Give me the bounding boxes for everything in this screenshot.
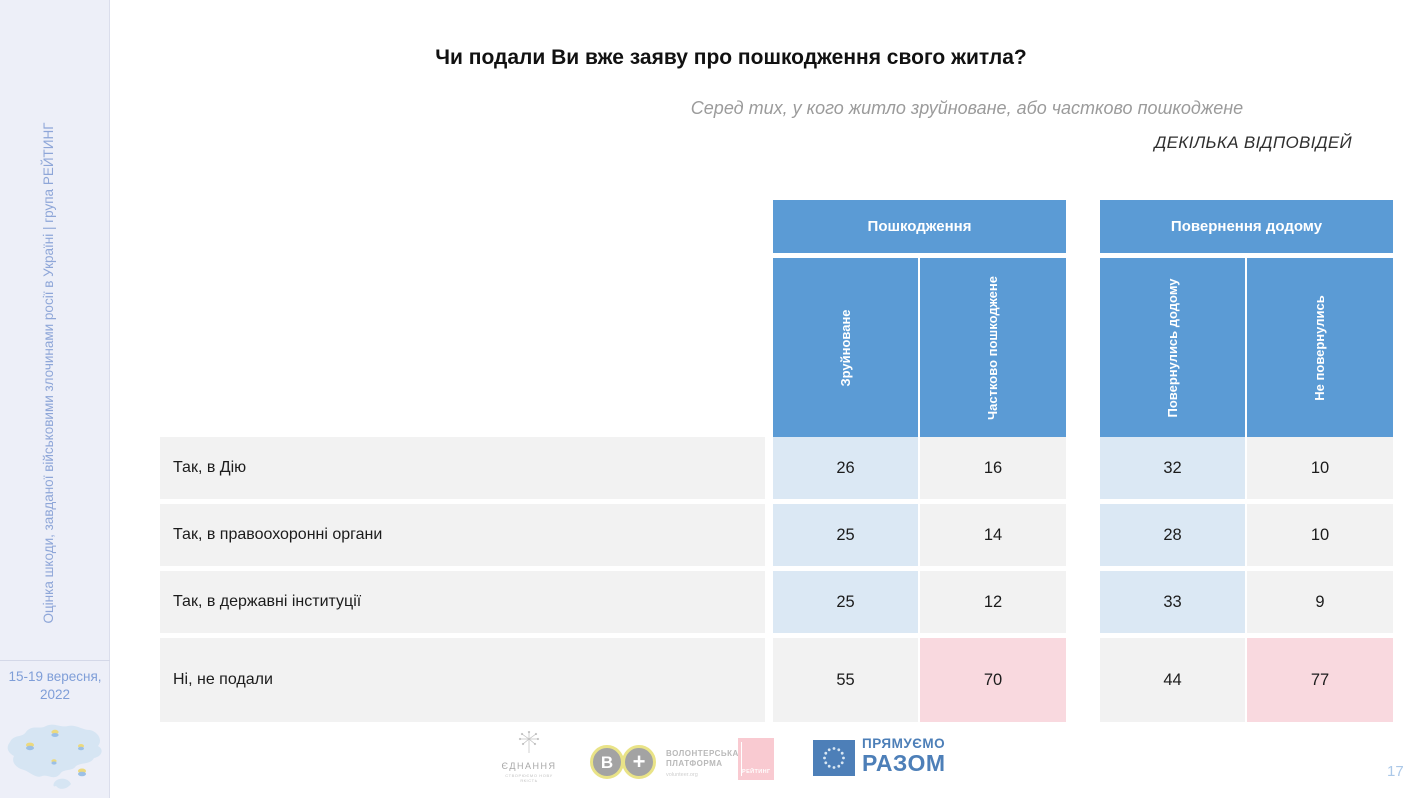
group-header-return-home: Повернення додому xyxy=(1100,200,1393,253)
table-cell: 26 xyxy=(773,437,918,499)
left-sidebar: Оцінка шкоди, завданої військовими злочи… xyxy=(0,0,110,798)
page-subtitle: Серед тих, у кого житло зруйноване, або … xyxy=(690,98,1244,118)
page-title: Чи подали Ви вже заяву про пошкодження с… xyxy=(435,46,1027,69)
sidebar-vertical-caption: Оцінка шкоди, завданої військовими злочи… xyxy=(41,122,56,624)
row-label-diia: Так, в Дію xyxy=(160,437,765,499)
survey-date-line2: 2022 xyxy=(39,687,71,703)
table-cell: 77 xyxy=(1247,638,1393,722)
ednannia-tagline: СТВОРЮЄМО НОВУ ЯКІСТЬ xyxy=(505,773,553,783)
table-cell: 32 xyxy=(1100,437,1245,499)
table-cell: 9 xyxy=(1247,571,1393,633)
ednannia-logo: ЄДНАННЯ СТВОРЮЄМО НОВУ ЯКІСТЬ xyxy=(496,730,562,783)
multiple-answers-note: ДЕКІЛЬКА ВІДПОВІДЕЙ xyxy=(1154,133,1352,152)
table-cell: 25 xyxy=(773,504,918,566)
table-cell: 12 xyxy=(920,571,1066,633)
table-cell: 70 xyxy=(920,638,1066,722)
row-label-not-submitted: Ні, не подали xyxy=(160,638,765,722)
column-header-not-returned: Не повернулись xyxy=(1247,258,1393,437)
bplus-icon: В + xyxy=(590,745,656,779)
table-cell: 44 xyxy=(1100,638,1245,722)
svg-text:В: В xyxy=(601,753,613,772)
volunteer-line1: ВОЛОНТЕРСЬКА xyxy=(666,749,739,758)
table-cell: 10 xyxy=(1247,437,1393,499)
table-cell: 16 xyxy=(920,437,1066,499)
dandelion-icon xyxy=(518,730,540,753)
column-header-partially-damaged: Частково пошкоджене xyxy=(920,258,1066,437)
survey-date-line1: 15-19 вересня, xyxy=(8,669,102,684)
pryamuemo-line: ПРЯМУЄМО xyxy=(862,736,946,751)
column-header-destroyed: Зруйноване xyxy=(773,258,918,437)
rating-logo-bar xyxy=(741,742,742,776)
group-header-damage: Пошкодження xyxy=(773,200,1066,253)
ukraine-map-icon xyxy=(7,724,102,789)
table-cell: 28 xyxy=(1100,504,1245,566)
table-cell: 25 xyxy=(773,571,918,633)
pryamuemo-razom-label: ПРЯМУЄМО РАЗОМ xyxy=(862,737,946,775)
page-number: 17 xyxy=(1387,763,1404,780)
row-label-law-enforcement: Так, в правоохоронні органи xyxy=(160,504,765,566)
table-cell: 14 xyxy=(920,504,1066,566)
svg-text:+: + xyxy=(633,749,646,774)
table-cell: 55 xyxy=(773,638,918,722)
table-cell: 10 xyxy=(1247,504,1393,566)
table-cell: 33 xyxy=(1100,571,1245,633)
survey-date: 15-19 вересня, 2022 xyxy=(0,668,110,704)
volunteer-line2: ПЛАТФОРМА xyxy=(666,759,723,769)
sidebar-divider xyxy=(0,660,110,661)
eu-flag-icon xyxy=(813,740,855,776)
ednannia-name: ЄДНАННЯ xyxy=(501,761,557,771)
rating-logo-name: РЕЙТИНГ xyxy=(742,769,771,775)
volunteer-line3: volunteer.org xyxy=(666,771,698,778)
row-label-state-institutions: Так, в державні інституції xyxy=(160,571,765,633)
column-header-returned-home: Повернулись додому xyxy=(1100,258,1245,437)
rating-group-logo: РЕЙТИНГ xyxy=(738,738,774,780)
razom-line: РАЗОМ xyxy=(862,749,946,776)
map-flag-dots xyxy=(26,729,86,777)
volunteer-platform-label: ВОЛОНТЕРСЬКА ПЛАТФОРМА volunteer.org xyxy=(666,749,739,778)
